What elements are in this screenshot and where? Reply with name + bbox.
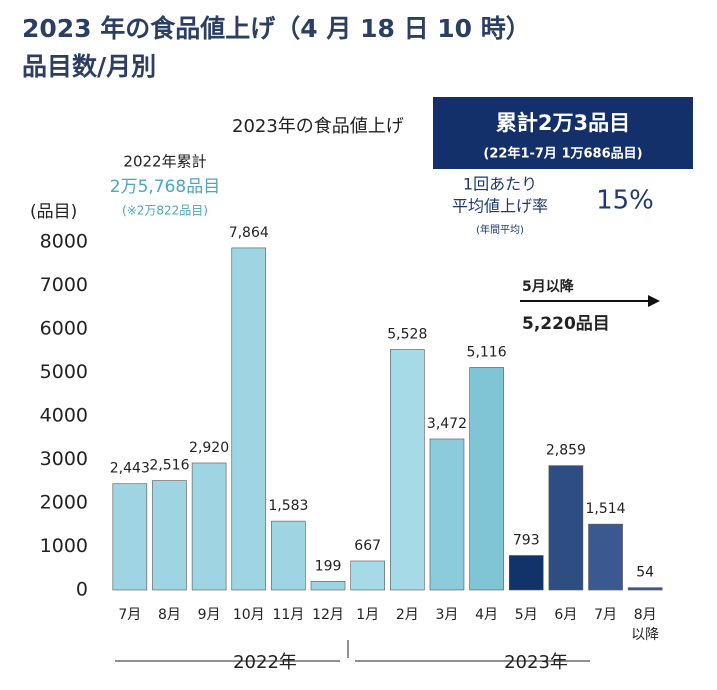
value-label: 1,583 <box>268 498 308 514</box>
value-label: 7,864 <box>229 225 269 241</box>
y-tick-label: 1000 <box>40 535 88 557</box>
x-tick-label: 11月 <box>272 607 304 623</box>
y-tick-label: 0 <box>76 579 88 601</box>
y-tick-label: 3000 <box>40 448 88 470</box>
bar <box>469 367 504 591</box>
rate-label: 平均値上げ率 <box>452 197 548 216</box>
x-tick-label: 7月 <box>594 607 617 623</box>
bar <box>310 581 346 591</box>
value-label: 5,116 <box>467 344 507 360</box>
total-2022-note: (※2万822品目) <box>122 204 208 218</box>
rate-value: 15% <box>596 186 654 216</box>
y-tick-label: 7000 <box>40 274 88 296</box>
value-label: 2,859 <box>546 443 586 459</box>
y-tick-label: 8000 <box>40 231 88 253</box>
bar <box>588 523 623 591</box>
y-tick-label: 2000 <box>40 492 88 514</box>
bar <box>390 349 425 591</box>
box-sub: (22年1-7月 1万686品目) <box>483 146 642 162</box>
x-tick-label: 3月 <box>436 607 459 623</box>
total-2022: 2022年累計 <box>123 153 206 171</box>
headline: 2023年の食品値上げ <box>232 116 404 137</box>
y-axis-label: (品目) <box>30 202 77 222</box>
box-main: 累計2万3品目 <box>496 111 630 135</box>
x-tick-label: 6月 <box>554 607 577 623</box>
chart-subtitle: 品目数/月別 <box>22 52 156 81</box>
x-tick-label: 10月 <box>233 607 265 623</box>
x-tick-label: 8月 <box>158 607 181 623</box>
group-label: 2023年 <box>504 652 568 673</box>
after-may: 5月以降 <box>522 278 575 295</box>
bar <box>508 555 544 591</box>
value-label: 793 <box>513 533 540 549</box>
value-label: 667 <box>354 538 381 554</box>
bar <box>548 465 584 591</box>
x-tick-label: 12月 <box>312 607 344 623</box>
chart-title: 2023 年の食品値上げ（4 月 18 日 10 時） <box>22 14 531 43</box>
bar <box>191 462 227 591</box>
value-label: 5,528 <box>387 327 427 343</box>
x-tick-label: 7月 <box>118 607 141 623</box>
after-may-count: 5,220品目 <box>522 314 610 334</box>
x-tick-label: 2月 <box>396 607 419 623</box>
bar <box>350 560 385 591</box>
bar <box>271 520 306 591</box>
y-tick-label: 6000 <box>40 318 88 340</box>
bar <box>152 480 187 591</box>
x-tick-label: 4月 <box>475 607 498 623</box>
bar <box>112 483 148 591</box>
value-label: 2,516 <box>149 458 189 474</box>
value-label: 199 <box>315 558 342 574</box>
value-label: 2,443 <box>110 461 150 477</box>
value-label: 1,514 <box>585 501 625 517</box>
value-label: 54 <box>636 565 654 581</box>
arrow-head <box>648 295 660 307</box>
y-tick-label: 4000 <box>40 405 88 427</box>
x-tick-label: 5月 <box>515 607 538 623</box>
x-tick-label: 8月以降 <box>631 607 659 643</box>
group-label: 2022年 <box>233 652 297 673</box>
summary-box <box>433 97 693 169</box>
value-label: 3,472 <box>427 416 467 432</box>
bar <box>627 587 663 591</box>
bar <box>231 247 267 591</box>
bar <box>429 438 465 591</box>
x-tick-label: 1月 <box>356 607 379 623</box>
rate-label: 1回あたり <box>463 175 537 194</box>
total-2022-count: 2万5,768品目 <box>110 177 220 197</box>
value-label: 2,920 <box>189 440 229 456</box>
x-tick-label: 9月 <box>198 607 221 623</box>
y-tick-label: 5000 <box>40 361 88 383</box>
rate-note: (年間平均) <box>476 223 524 236</box>
